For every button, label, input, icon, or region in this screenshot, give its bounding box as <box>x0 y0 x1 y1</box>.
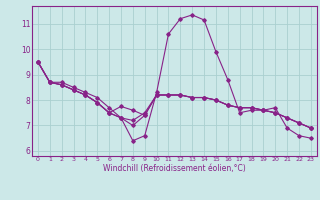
X-axis label: Windchill (Refroidissement éolien,°C): Windchill (Refroidissement éolien,°C) <box>103 164 246 173</box>
